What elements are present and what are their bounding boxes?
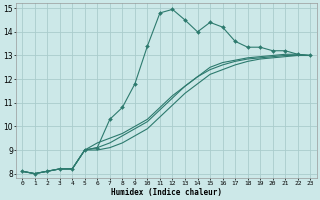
X-axis label: Humidex (Indice chaleur): Humidex (Indice chaleur) bbox=[111, 188, 222, 197]
